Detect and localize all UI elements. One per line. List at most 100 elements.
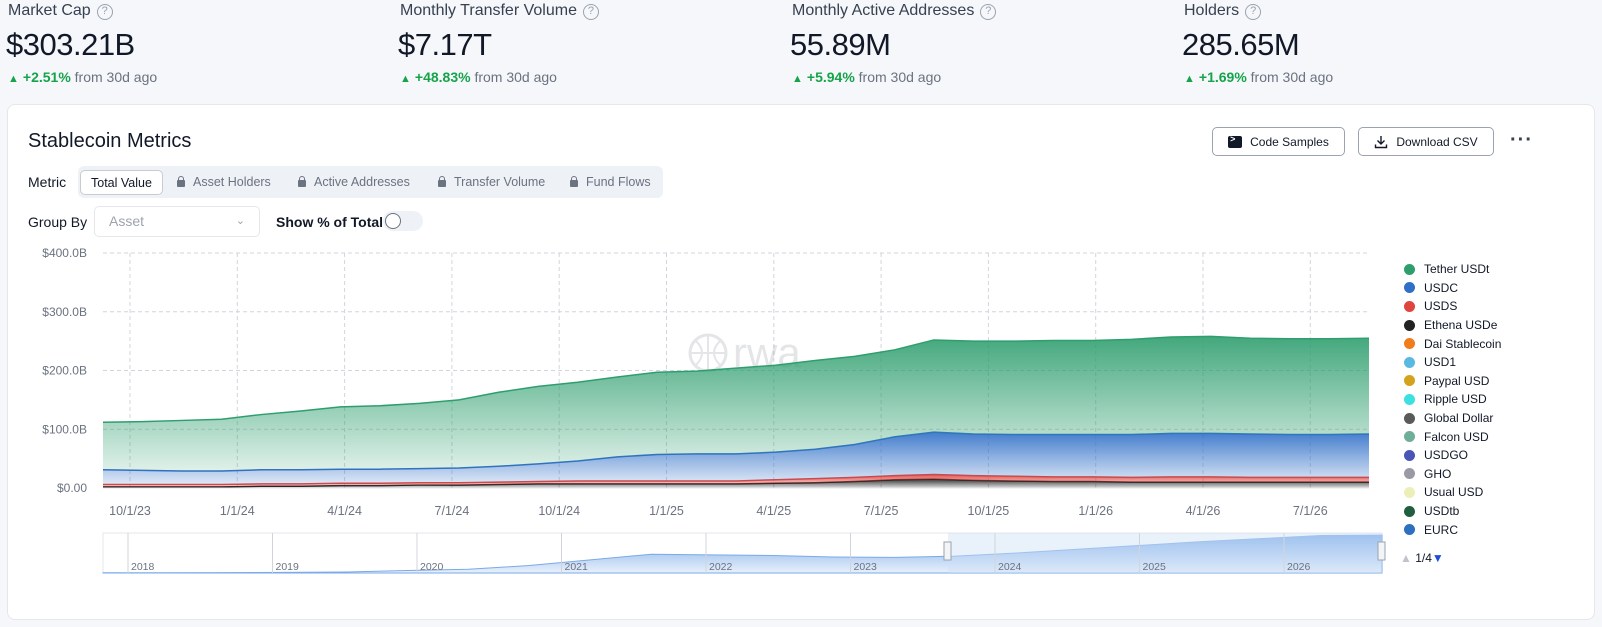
kpi-label: Monthly Active Addresses [792,2,975,19]
download-csv-button[interactable]: Download CSV [1358,127,1494,156]
legend-item[interactable]: Paypal USD [1404,372,1501,391]
kpi-value: 285.65M [1182,27,1300,62]
legend-item[interactable]: USD1 [1404,353,1501,372]
kpi-row: Market Cap? $303.21B ▲ +2.51% from 30d ag… [0,0,1602,100]
show-pct-label: Show % of Total [276,214,384,230]
x-tick-label: 10/1/23 [109,504,151,518]
legend-swatch [1404,468,1415,480]
tab-asset-holders[interactable]: Asset Holders [177,170,271,195]
y-tick-label: $200.0B [42,364,87,378]
legend-item[interactable]: Global Dollar [1404,409,1501,428]
lock-icon [570,176,578,187]
legend-swatch [1404,263,1415,275]
help-icon[interactable]: ? [980,4,997,20]
legend-label: USD1 [1424,355,1457,370]
kpi-change: +5.94% [806,69,855,85]
legend-pager: ▲ 1/4▼ [1400,551,1444,565]
x-tick-label: 4/1/25 [756,504,791,518]
legend-item[interactable]: USDGO [1404,446,1501,465]
navigator-year-label: 2018 [131,561,155,573]
group-by-select[interactable]: Asset ⌄ [94,206,260,237]
tab-transfer-volume[interactable]: Transfer Volume [438,170,545,195]
tab-active-addresses[interactable]: Active Addresses [298,170,410,195]
tab-fund-flows[interactable]: Fund Flows [570,170,651,195]
legend-item[interactable]: Usual USD [1404,483,1501,502]
legend-item[interactable]: USDS [1404,297,1501,316]
legend-label: Dai Stablecoin [1424,336,1502,351]
legend-item[interactable]: EURC [1404,520,1501,539]
arrow-up-icon: ▲ [1184,73,1195,85]
pager-label: 1/4 [1415,551,1432,565]
legend-item[interactable]: Ripple USD [1404,390,1501,409]
help-icon[interactable]: ? [96,4,113,20]
navigator-year-label: 2020 [420,561,444,573]
x-tick-label: 7/1/25 [864,504,899,518]
navigator-year-label: 2023 [854,561,878,573]
kpi-change: +1.69% [1198,69,1247,85]
arrow-up-icon: ▲ [8,73,19,85]
x-tick-label: 7/1/26 [1293,504,1328,518]
legend-swatch [1404,486,1415,498]
arrow-up-icon: ▲ [400,73,411,85]
legend-label: EURC [1424,522,1459,537]
metric-tabs: Total Value Asset Holders Active Address… [78,166,663,198]
navigator-year-label: 2019 [276,561,300,573]
legend-label: USDC [1424,280,1459,295]
x-tick-label: 10/1/25 [968,504,1010,518]
legend-label: GHO [1424,466,1452,481]
x-tick-label: 4/1/24 [327,504,362,518]
legend-label: USDGO [1424,448,1469,463]
navigator-left-handle [943,541,952,561]
x-tick-label: 7/1/24 [435,504,470,518]
navigator-year-label: 2021 [565,561,589,573]
navigator-year-label: 2024 [998,561,1022,573]
legend-swatch [1404,375,1415,387]
navigator-year-label: 2022 [709,561,733,573]
navigator-selection [948,533,1382,573]
code-samples-button[interactable]: Code Samples [1212,127,1345,156]
x-tick-label: 1/1/26 [1078,504,1113,518]
kpi-value: $7.17T [398,27,492,62]
arrow-up-icon: ▲ [792,73,803,85]
kpi-label: Holders [1184,2,1240,19]
legend-label: Falcon USD [1424,429,1489,444]
legend-swatch [1404,505,1415,517]
pager-up-icon[interactable]: ▲ [1400,551,1412,565]
legend-item[interactable]: Ethena USDe [1404,316,1501,335]
kpi-change-suffix: from 30d ago [1250,69,1334,85]
more-options-icon[interactable]: ··· [1510,129,1533,151]
series-line-tether-usdt [102,335,1370,423]
legend-swatch [1404,319,1415,331]
kpi-value: 55.89M [790,27,891,62]
kpi-value: $303.21B [6,27,135,62]
navigator-area [102,534,1383,574]
x-tick-label: 1/1/24 [220,504,255,518]
help-icon[interactable]: ? [1245,4,1262,20]
legend-item[interactable]: GHO [1404,465,1501,484]
pager-down-icon[interactable]: ▼ [1431,551,1444,565]
legend-item[interactable]: USDC [1404,279,1501,298]
kpi-label: Market Cap [8,2,91,19]
tab-total-value[interactable]: Total Value [80,170,163,195]
legend-item[interactable]: Tether USDt [1404,260,1501,279]
legend-item[interactable]: USDtb [1404,502,1501,521]
legend-item[interactable]: Dai Stablecoin [1404,334,1501,353]
legend-swatch [1404,338,1415,350]
legend-swatch [1404,300,1415,312]
lock-icon [177,176,185,187]
kpi-change-suffix: from 30d ago [858,69,942,85]
legend-label: Paypal USD [1424,373,1490,388]
x-tick-label: 4/1/26 [1186,504,1221,518]
legend-swatch [1404,282,1415,294]
series-area-usdc [103,432,1369,485]
chevron-down-icon: ⌄ [235,215,245,227]
help-icon[interactable]: ? [582,4,599,20]
legend-item[interactable]: Falcon USD [1404,427,1501,446]
x-tick-label: 1/1/25 [649,504,684,518]
kpi-change-suffix: from 30d ago [474,69,557,85]
legend-label: Ripple USD [1424,392,1487,407]
show-pct-toggle[interactable] [383,211,423,231]
navigator-year-label: 2026 [1287,561,1311,573]
code-samples-label: Code Samples [1250,134,1329,149]
stablecoin-metrics-card: $400.0B $300.0B $200.0B $100.0B $0.00 10/1/23… [7,104,1595,620]
